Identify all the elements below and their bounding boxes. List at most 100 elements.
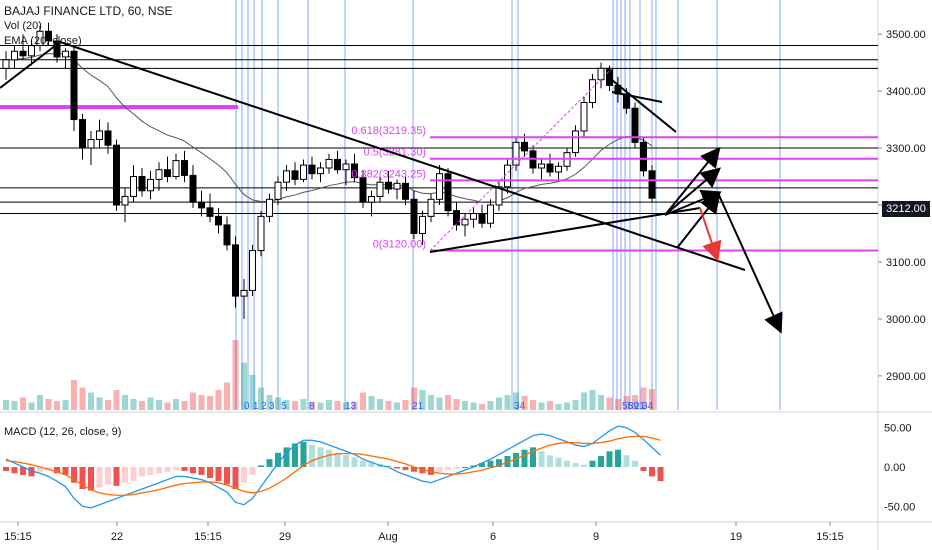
fib-time-label: 3 (269, 401, 275, 412)
candle-body (419, 215, 426, 234)
volume-bar (419, 390, 426, 410)
candle-body (2, 59, 10, 69)
candle-body (589, 79, 596, 103)
candle-body (172, 160, 180, 178)
candle-body (504, 164, 511, 188)
macd-histogram-bar (122, 467, 128, 483)
volume-bar (334, 401, 341, 410)
volume-bar (207, 396, 213, 410)
candle-body (181, 160, 188, 176)
volume-bar (122, 395, 128, 410)
macd-histogram-bar (215, 467, 222, 482)
macd-histogram-bar (326, 449, 332, 467)
macd-histogram-bar (640, 467, 647, 471)
time-tick-label: 29 (279, 531, 291, 543)
candle-body (648, 170, 656, 199)
candle-body (606, 67, 613, 86)
volume-bar (292, 401, 298, 410)
volume-bar (164, 402, 171, 410)
volume-bar (411, 387, 417, 410)
macd-histogram-bar (428, 467, 434, 475)
volume-bar (317, 402, 324, 410)
volume-bar (181, 401, 188, 410)
volume-bar (79, 387, 86, 410)
volume-legend[interactable]: Vol (20) (4, 20, 42, 32)
support-trendline (429, 207, 701, 253)
price-tick-label: 3400.00 (886, 86, 926, 98)
time-tick-label: 15:15 (816, 531, 844, 543)
fib-time-label: 1 (253, 401, 259, 412)
fib-time-label: 21 (412, 401, 424, 412)
candle-body (351, 163, 358, 179)
macd-histogram-bar (283, 447, 290, 467)
macd-histogram-bar (139, 467, 145, 477)
time-tick-label: 22 (111, 531, 123, 543)
volume-bar (487, 401, 494, 410)
volume-bar (470, 402, 477, 410)
volume-bar (598, 395, 604, 410)
volume-bar (11, 401, 18, 410)
macd-histogram-bar (241, 467, 247, 483)
volume-bar (555, 404, 562, 410)
ema-legend[interactable]: EMA (20, close) (4, 35, 82, 47)
volume-bar (37, 395, 43, 410)
macd-histogram-bar (156, 467, 162, 474)
fib-level-label: 0.618(3219.35) (351, 125, 426, 137)
macd-histogram-bar (615, 449, 621, 467)
candle-body (597, 67, 605, 81)
candle-body (291, 170, 299, 180)
macd-histogram-bar (496, 459, 502, 467)
candle-body (555, 165, 562, 173)
macd-histogram-bar (530, 447, 536, 467)
volume-bar (88, 392, 94, 410)
volume-bar (309, 402, 315, 410)
candle-body (240, 289, 248, 297)
volume-bar (156, 400, 162, 410)
time-tick-label: Aug (378, 531, 398, 543)
macd-legend[interactable]: MACD (12, 26, close, 9) (4, 426, 122, 438)
candle-body (580, 102, 588, 132)
macd-histogram-bar (521, 449, 528, 467)
candle-body (45, 30, 52, 42)
macd-histogram-bar (173, 467, 179, 471)
volume-bar (360, 392, 366, 410)
macd-histogram-bar (657, 467, 664, 482)
price-tick-label: 3000.00 (886, 314, 926, 326)
macd-histogram-bar (266, 459, 273, 467)
macd-histogram-bar (504, 456, 511, 467)
macd-histogram-bar (292, 443, 298, 467)
candle-body (232, 244, 239, 297)
macd-histogram-bar (334, 452, 341, 467)
macd-histogram-bar (11, 467, 18, 474)
macd-histogram-bar (555, 457, 562, 467)
channel-line (611, 91, 663, 103)
macd-histogram-bar (232, 467, 239, 489)
candle-body (223, 224, 231, 246)
fib-time-label: 55 (622, 401, 634, 412)
volume-bar (351, 401, 358, 410)
volume-bar (572, 400, 579, 410)
volume-bar (326, 400, 332, 410)
candle-body (113, 144, 120, 206)
volume-bar (530, 400, 536, 410)
time-tick-label: 15:15 (194, 531, 222, 543)
fib-time-label: 34 (514, 401, 526, 412)
trend-line (0, 41, 61, 89)
macd-histogram-bar (88, 467, 94, 491)
volume-bar (266, 395, 273, 410)
projection-arrow (664, 146, 721, 216)
volume-bar (479, 404, 485, 410)
time-tick-label: 15:15 (4, 531, 32, 543)
volume-bar (632, 395, 638, 410)
fib-time-label: 5 (281, 401, 287, 412)
volume-bar (649, 389, 655, 410)
candle-body (572, 130, 579, 154)
channel-line (611, 79, 677, 133)
macd-histogram-bar (207, 467, 213, 478)
candle-body (538, 163, 545, 169)
volume-bar (224, 382, 230, 410)
volume-bar (623, 396, 630, 410)
